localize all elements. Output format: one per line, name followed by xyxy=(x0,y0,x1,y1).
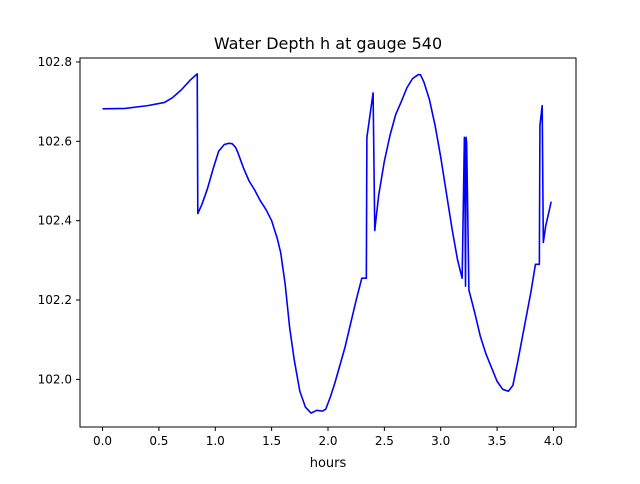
y-tick-label: 102.6 xyxy=(38,134,72,148)
x-tick-label: 0.0 xyxy=(93,434,112,448)
x-tick-label: 0.5 xyxy=(149,434,168,448)
x-tick-label: 1.0 xyxy=(206,434,225,448)
x-tick-label: 2.5 xyxy=(375,434,394,448)
y-tick-label: 102.4 xyxy=(38,214,72,228)
series-line-0 xyxy=(102,73,552,414)
axis-ticks: 0.0 0.5 1.0 1.5 2.0 2.5 3.0 3.5 4.0 102.0 102.2 102… xyxy=(38,55,563,448)
y-tick-label: 102.2 xyxy=(38,293,72,307)
x-tick-label: 1.5 xyxy=(262,434,281,448)
x-axis-label: hours xyxy=(310,456,347,471)
plot-frame xyxy=(79,57,577,428)
y-tick-label: 102.0 xyxy=(38,372,72,386)
x-tick-label: 3.0 xyxy=(431,434,450,448)
series-layer xyxy=(102,73,552,414)
y-tick-label: 102.8 xyxy=(38,55,72,69)
chart-title: Water Depth h at gauge 540 xyxy=(214,34,442,53)
x-tick-label: 3.5 xyxy=(488,434,507,448)
x-tick-label: 4.0 xyxy=(544,434,563,448)
plot-area xyxy=(80,58,576,427)
x-tick-label: 2.0 xyxy=(318,434,337,448)
